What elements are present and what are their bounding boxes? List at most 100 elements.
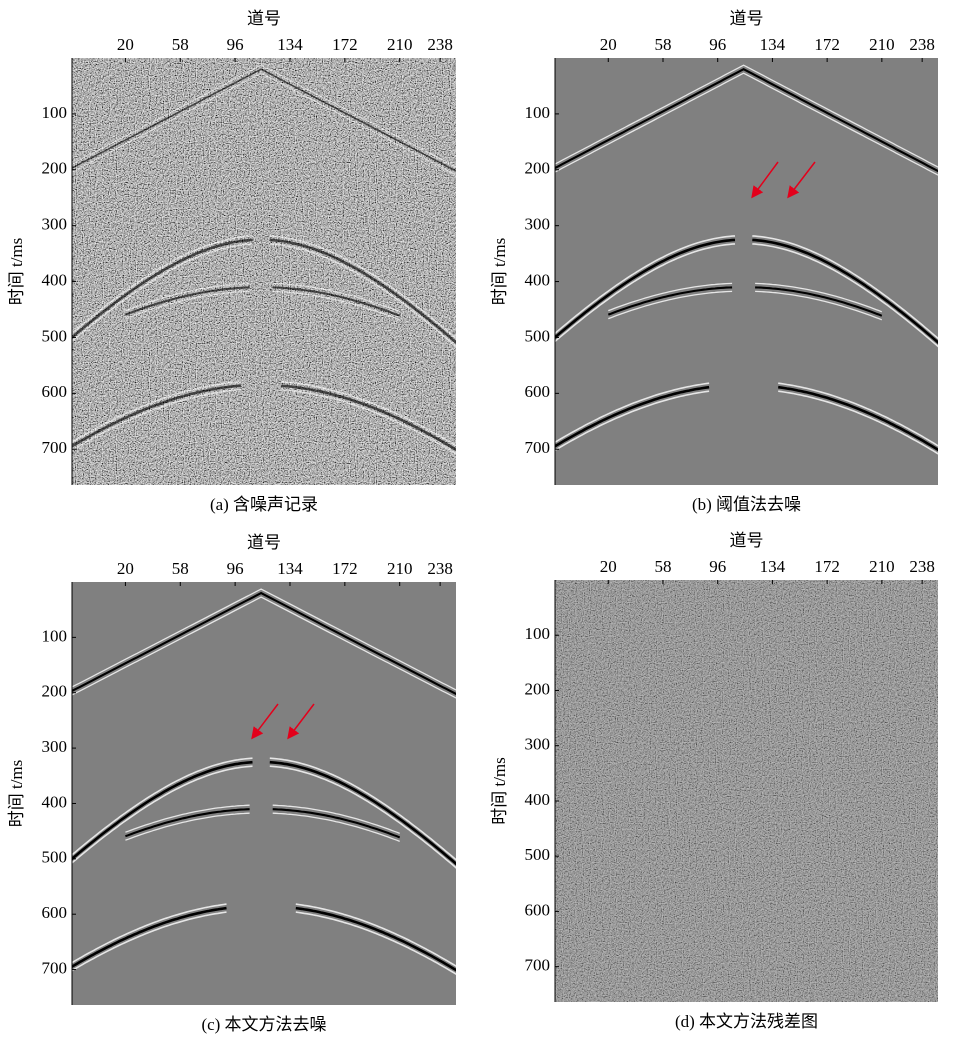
y-tick-label: 300 (42, 215, 68, 234)
event-white (72, 903, 456, 968)
x-tick-label: 238 (427, 559, 453, 578)
x-tick-label: 172 (332, 559, 358, 578)
seismic-image (555, 58, 938, 485)
event-white (555, 235, 938, 340)
event-white (72, 911, 456, 976)
y-tick-label: 300 (525, 735, 551, 754)
x-tick-label: 96 (227, 35, 244, 54)
x-tick-label: 238 (909, 35, 935, 54)
noise-overlay (72, 58, 456, 485)
y-tick-label: 100 (42, 626, 68, 645)
y-tick-label: 200 (42, 159, 68, 178)
y-tick-label: 700 (525, 438, 551, 457)
x-axis-label: 道号 (730, 9, 764, 28)
x-axis-label: 道号 (247, 533, 281, 552)
event-white (125, 804, 400, 834)
x-tick-label: 58 (172, 35, 189, 54)
y-tick-label: 700 (42, 438, 68, 457)
caption: (a) 含噪声记录 (210, 495, 318, 514)
x-tick-label: 172 (332, 35, 358, 54)
y-tick-label: 400 (42, 270, 68, 289)
y-tick-label: 500 (525, 326, 551, 345)
noise (555, 580, 938, 1002)
event-white (125, 812, 400, 842)
event-white (555, 64, 938, 168)
x-tick-label: 210 (869, 557, 895, 576)
event-black (555, 238, 938, 345)
caption: (b) 阈值法去噪 (692, 495, 801, 514)
event-black (555, 385, 938, 452)
y-tick-label: 600 (42, 382, 68, 401)
x-tick-label: 58 (172, 559, 189, 578)
x-axis-label: 道号 (247, 9, 281, 28)
y-tick-label: 400 (525, 790, 551, 809)
x-tick-label: 96 (227, 559, 244, 578)
event-black (125, 808, 401, 839)
caption: (c) 本文方法去噪 (201, 1015, 326, 1034)
event-white (608, 290, 883, 321)
y-tick-label: 100 (525, 624, 551, 643)
y-tick-label: 700 (525, 956, 551, 975)
event-white (555, 243, 938, 348)
seismic-image (555, 580, 938, 1002)
event-black (607, 286, 883, 317)
seismic-image (72, 58, 456, 485)
y-tick-label: 400 (42, 792, 68, 811)
x-tick-label: 58 (654, 557, 671, 576)
caption: (d) 本文方法残差图 (675, 1012, 818, 1031)
event-black (72, 591, 456, 696)
y-tick-label: 200 (525, 159, 551, 178)
x-tick-label: 210 (387, 35, 413, 54)
y-tick-label: 700 (42, 958, 68, 977)
y-axis-label: 时间 t/ms (7, 238, 26, 306)
event-white (555, 390, 938, 455)
x-tick-label: 20 (117, 35, 134, 54)
x-tick-label: 20 (117, 559, 134, 578)
event-white (72, 765, 456, 869)
y-tick-label: 100 (525, 103, 551, 122)
x-tick-label: 20 (600, 35, 617, 54)
seismic-image (72, 582, 456, 1005)
y-tick-label: 500 (42, 326, 68, 345)
arrows-c (251, 703, 315, 740)
y-tick-label: 400 (525, 270, 551, 289)
x-tick-label: 172 (814, 35, 840, 54)
x-tick-label: 134 (760, 35, 786, 54)
x-tick-label: 134 (277, 559, 303, 578)
x-tick-label: 172 (814, 557, 840, 576)
y-tick-label: 200 (42, 682, 68, 701)
x-tick-label: 134 (760, 557, 786, 576)
y-tick-label: 600 (42, 903, 68, 922)
x-tick-label: 210 (387, 559, 413, 578)
x-tick-label: 134 (277, 35, 303, 54)
y-axis-label: 时间 t/ms (7, 760, 26, 828)
event-black (72, 760, 456, 866)
y-tick-label: 600 (525, 900, 551, 919)
event-black (555, 68, 938, 173)
x-tick-label: 96 (709, 557, 726, 576)
background (555, 58, 938, 485)
x-tick-label: 20 (600, 557, 617, 576)
x-axis-label: 道号 (730, 531, 764, 550)
x-tick-label: 96 (709, 35, 726, 54)
y-tick-label: 300 (42, 737, 68, 756)
event-black (72, 906, 456, 972)
background (72, 582, 456, 1005)
event-white (72, 596, 456, 699)
y-axis-label: 时间 t/ms (490, 238, 509, 306)
x-tick-label: 238 (909, 557, 935, 576)
event-white (555, 72, 938, 176)
y-tick-label: 600 (525, 382, 551, 401)
y-tick-label: 100 (42, 103, 68, 122)
y-tick-label: 500 (42, 848, 68, 867)
y-axis-label: 时间 t/ms (490, 757, 509, 825)
x-tick-label: 210 (869, 35, 895, 54)
event-white (72, 588, 456, 691)
arrows-b (751, 161, 816, 199)
event-white (608, 282, 883, 313)
